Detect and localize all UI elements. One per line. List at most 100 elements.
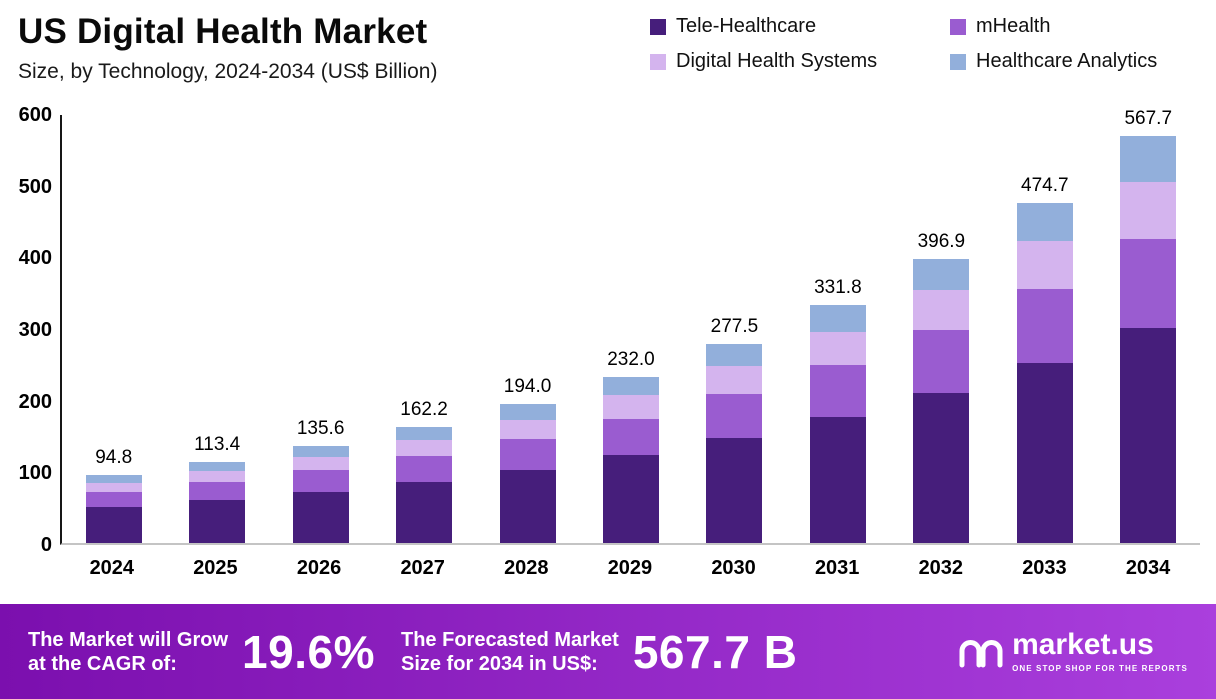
x-label-2031: 2031 [814, 557, 860, 579]
segment-digital-health-systems [292, 456, 349, 471]
segment-digital-health-systems [1120, 181, 1177, 239]
segment-mhealth [189, 482, 246, 501]
total-label-2030: 277.5 [710, 316, 759, 338]
stacked-bar-2028 [499, 403, 556, 543]
total-label-2029: 232.0 [607, 348, 655, 370]
legend-item-healthcare-analytics: Healthcare Analytics [950, 50, 1190, 73]
bar-group-2031: 331.8 [786, 115, 889, 543]
segment-mhealth [1120, 238, 1177, 329]
segment-healthcare-analytics [706, 344, 763, 367]
segment-mhealth [396, 456, 453, 482]
segment-mhealth [292, 470, 349, 492]
segment-digital-health-systems [602, 395, 659, 419]
x-label-2033: 2033 [1022, 557, 1067, 579]
stacked-bar-2026 [292, 445, 349, 543]
forecast-value: 567.7 B [632, 625, 798, 678]
y-axis: 0 100 200 300 400 500 600 [12, 104, 60, 556]
total-label-2027: 162.2 [400, 398, 448, 420]
legend-label: mHealth [976, 15, 1051, 37]
stacked-bar-2029 [602, 376, 659, 543]
bar-group-2030: 277.5 [683, 115, 786, 543]
legend-swatch-icon [950, 18, 966, 35]
legend-swatch-icon [650, 53, 666, 70]
x-label-2026: 2026 [296, 557, 342, 579]
brand-text: market.us ONE STOP SHOP FOR THE REPORTS [1012, 630, 1188, 674]
segment-tele-healthcare [396, 481, 453, 543]
bar-group-2032: 396.9 [890, 115, 993, 543]
segment-healthcare-analytics [913, 258, 970, 291]
page-title: US Digital Health Market [18, 12, 428, 51]
segment-tele-healthcare [809, 417, 866, 543]
x-label-2027: 2027 [400, 557, 445, 579]
segment-digital-health-systems [1016, 240, 1073, 289]
legend-swatch-icon [650, 18, 666, 35]
x-label-2034: 2034 [1125, 557, 1171, 579]
segment-tele-healthcare [1120, 328, 1177, 543]
segment-tele-healthcare [189, 500, 246, 543]
cagr-label: The Market will Grow at the CAGR of: [28, 628, 228, 676]
forecast-label-line1: The Forecasted Market [400, 628, 619, 651]
bar-group-2027: 162.2 [372, 115, 475, 543]
y-tick-label: 100 [18, 462, 52, 485]
total-label-2026: 135.6 [296, 417, 345, 439]
total-label-2025: 113.4 [194, 433, 241, 455]
y-tick-label: 600 [18, 104, 52, 126]
plot-area: 94.8 113.4 135.6 162.2 194.0 232.0 277.5 331.8 3… [60, 108, 1200, 545]
bar-group-2024: 94.8 [62, 115, 165, 543]
segment-healthcare-analytics [396, 426, 453, 440]
legend-swatch-icon [950, 53, 966, 70]
segment-digital-health-systems [706, 366, 763, 395]
x-axis: 2024 2025 2026 2027 2028 2029 2030 2031 2032 2033… [60, 557, 1200, 580]
market-us-logo-icon [959, 639, 1003, 667]
cagr-value: 19.6% [242, 625, 375, 678]
legend-item-tele-healthcare: Tele-Healthcare [650, 15, 950, 38]
bar-group-2029: 232.0 [579, 115, 682, 543]
segment-digital-health-systems [499, 419, 556, 440]
legend-item-mhealth: mHealth [950, 15, 1190, 38]
y-tick-label: 400 [18, 247, 52, 270]
x-label-2032: 2032 [918, 557, 964, 579]
segment-healthcare-analytics [499, 403, 556, 420]
segment-healthcare-analytics [1120, 136, 1177, 182]
stacked-bar-2034 [1120, 136, 1177, 543]
y-tick-label: 0 [40, 534, 52, 556]
page-subtitle: Size, by Technology, 2024-2034 (US$ Bill… [18, 60, 438, 83]
legend-label: Healthcare Analytics [976, 50, 1158, 72]
y-tick-label: 200 [18, 390, 52, 413]
total-label-2033: 474.7 [1021, 174, 1069, 196]
bar-group-2033: 474.7 [993, 115, 1096, 543]
segment-mhealth [913, 330, 970, 393]
market-us-logo: market.us ONE STOP SHOP FOR THE REPORTS [958, 630, 1188, 673]
segment-mhealth [499, 439, 556, 470]
total-label-2024: 94.8 [95, 447, 133, 469]
segment-healthcare-analytics [809, 305, 866, 332]
segment-digital-health-systems [809, 331, 866, 366]
segment-tele-healthcare [1016, 363, 1073, 543]
forecast-label: The Forecasted Market Size for 2034 in U… [401, 628, 619, 676]
segment-healthcare-analytics [85, 475, 142, 483]
y-tick-label: 500 [18, 175, 52, 198]
segment-mhealth [706, 394, 763, 438]
cagr-label-line1: The Market will Grow [28, 628, 229, 651]
bar-group-2025: 113.4 [165, 115, 268, 543]
legend-label: Digital Health Systems [676, 50, 878, 72]
total-label-2034: 567.7 [1124, 108, 1173, 130]
bar-group-2028: 194.0 [476, 115, 579, 543]
stacked-bar-2031 [809, 305, 866, 543]
x-label-2028: 2028 [504, 557, 549, 579]
segment-digital-health-systems [85, 482, 142, 493]
footer-banner: The Market will Grow at the CAGR of: 19.… [0, 604, 1216, 699]
total-label-2032: 396.9 [917, 230, 966, 252]
legend: Tele-Healthcare mHealth Digital Health Sys… [650, 15, 1190, 73]
bar-group-2034: 567.7 [1097, 108, 1200, 543]
segment-digital-health-systems [189, 470, 246, 483]
segment-healthcare-analytics [292, 445, 349, 457]
segment-tele-healthcare [292, 491, 349, 543]
forecast-label-line2: Size for 2034 in US$: [400, 652, 598, 675]
total-label-2031: 331.8 [814, 277, 862, 299]
legend-label: Tele-Healthcare [676, 15, 817, 37]
bar-group-2026: 135.6 [269, 115, 372, 543]
stacked-bar-2025 [189, 461, 246, 543]
segment-tele-healthcare [706, 438, 763, 543]
segment-tele-healthcare [602, 455, 659, 543]
